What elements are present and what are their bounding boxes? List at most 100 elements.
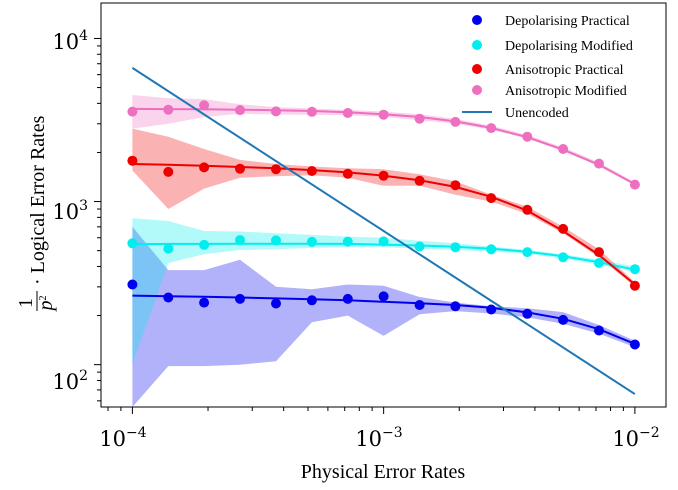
data-point <box>235 235 245 246</box>
data-point <box>629 264 640 275</box>
legend-entry: Depolarising Practical <box>472 14 630 29</box>
y-axis-label: 1 p2 · Logical Error Rates <box>15 115 57 312</box>
data-point <box>163 243 174 254</box>
legend-entry: Anisotropic Modified <box>472 84 627 99</box>
data-point <box>629 179 640 190</box>
data-point <box>378 236 389 247</box>
legend-marker <box>472 64 482 74</box>
data-point <box>271 298 281 309</box>
data-point <box>235 293 245 304</box>
data-point <box>522 131 533 142</box>
data-point <box>163 292 174 303</box>
svg-text:p2: p2 <box>35 296 57 313</box>
svg-text:102: 102 <box>52 368 88 394</box>
data-point <box>342 236 353 247</box>
data-point <box>486 193 497 204</box>
svg-text:10−3: 10−3 <box>355 425 402 451</box>
data-point <box>558 314 569 325</box>
data-point <box>450 242 461 253</box>
data-point <box>235 105 245 116</box>
data-point <box>342 293 353 304</box>
data-point <box>199 162 210 173</box>
data-point <box>414 241 425 252</box>
data-point <box>199 100 210 111</box>
legend-label: Anisotropic Modified <box>505 84 627 99</box>
data-point <box>199 297 210 308</box>
svg-text:10−2: 10−2 <box>612 425 659 451</box>
data-point <box>127 155 138 166</box>
data-point <box>414 300 425 310</box>
legend-entry: Anisotropic Practical <box>472 63 624 78</box>
data-point <box>306 236 317 247</box>
x-tick-label: 10−2 <box>612 425 659 451</box>
data-point <box>414 113 425 124</box>
legend-marker <box>472 15 482 25</box>
svg-text:103: 103 <box>52 198 88 224</box>
data-point <box>594 158 604 169</box>
data-point <box>558 223 569 234</box>
data-point <box>271 164 281 175</box>
data-point <box>629 280 640 291</box>
y-tick-label: 102 <box>52 368 88 394</box>
data-point <box>486 123 497 134</box>
data-point <box>450 301 461 312</box>
legend-label: Depolarising Practical <box>505 14 630 29</box>
confidence-band <box>132 218 635 365</box>
data-point <box>486 244 497 255</box>
unencoded-line <box>131 67 636 395</box>
y-tick-label: 103 <box>52 198 88 224</box>
legend-entry: Depolarising Modified <box>472 39 633 54</box>
x-axis-label: Physical Error Rates <box>301 461 466 483</box>
data-point <box>306 106 317 117</box>
svg-text:· Logical Error Rates: · Logical Error Rates <box>27 115 49 285</box>
data-point <box>594 258 604 268</box>
data-point <box>629 339 640 350</box>
confidence-bands <box>132 95 635 407</box>
data-point <box>522 308 533 319</box>
data-point <box>378 291 389 302</box>
fit-line <box>132 294 636 345</box>
legend-entry: Unencoded <box>462 106 569 121</box>
data-point <box>127 279 138 290</box>
data-point <box>306 295 317 306</box>
data-point <box>450 180 461 191</box>
data-point <box>127 238 138 249</box>
legend-marker <box>472 85 482 95</box>
data-point <box>127 106 138 117</box>
data-points <box>127 100 640 350</box>
data-point <box>378 109 389 120</box>
data-point <box>522 247 533 258</box>
data-point <box>594 325 604 336</box>
data-point <box>235 163 245 174</box>
data-point <box>342 108 353 118</box>
data-point <box>450 116 461 127</box>
data-point <box>558 252 569 263</box>
data-point <box>414 175 425 186</box>
data-point <box>271 235 281 246</box>
data-point <box>163 166 174 177</box>
data-point <box>342 168 353 179</box>
x-tick-label: 10−3 <box>355 425 402 451</box>
legend-label: Depolarising Modified <box>505 39 633 54</box>
data-point <box>306 166 317 176</box>
y-tick-label: 104 <box>52 28 88 54</box>
data-point <box>558 144 569 154</box>
data-point <box>486 304 497 315</box>
legend-label: Anisotropic Practical <box>505 63 624 78</box>
data-point <box>163 104 174 115</box>
legend: Depolarising Practical Depolarising Modi… <box>462 14 633 121</box>
confidence-band <box>132 226 635 407</box>
data-point <box>199 239 210 250</box>
data-point <box>271 106 281 117</box>
data-point <box>378 170 389 181</box>
axis-ticks <box>94 37 636 414</box>
svg-text:104: 104 <box>52 28 88 54</box>
legend-marker <box>472 40 482 50</box>
svg-text:1: 1 <box>15 298 37 308</box>
svg-text:10−4: 10−4 <box>99 425 146 451</box>
x-tick-label: 10−4 <box>99 425 146 451</box>
legend-label: Unencoded <box>505 106 569 121</box>
data-point <box>594 247 604 258</box>
data-point <box>522 204 533 215</box>
